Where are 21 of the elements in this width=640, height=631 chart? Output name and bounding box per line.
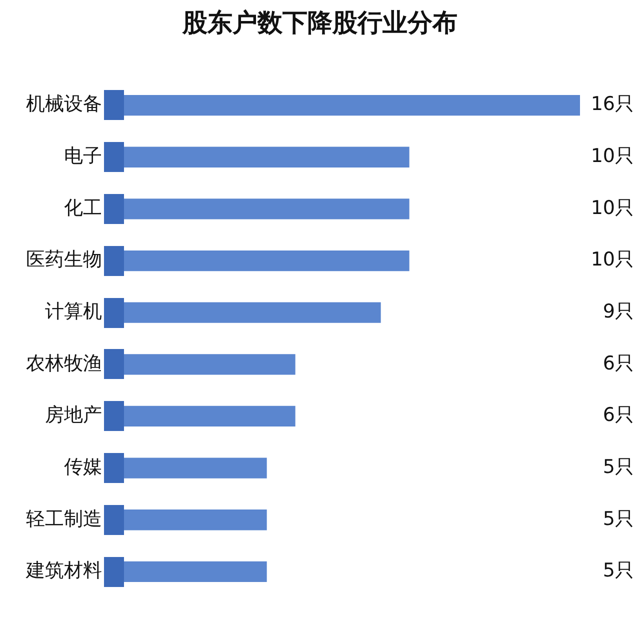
data-label: 9只	[602, 300, 634, 323]
y-tick-label: 房地产	[45, 404, 102, 426]
data-label: 10只	[590, 196, 634, 219]
chart-title: 股东户数下降股行业分布	[181, 7, 458, 39]
y-tick-label: 计算机	[45, 300, 102, 323]
y-tick-label: 医药生物	[26, 248, 102, 271]
data-label: 10只	[590, 248, 634, 271]
y-tick-label: 建筑材料	[25, 560, 102, 582]
y-tick-label: 农林牧渔	[26, 352, 102, 374]
y-tick-label: 轻工制造	[26, 508, 102, 530]
y-tick-label: 机械设备	[26, 93, 102, 116]
data-label: 5只	[602, 456, 634, 478]
data-label: 16只	[590, 93, 634, 116]
data-label: 10只	[590, 145, 634, 168]
y-tick-label: 传媒	[64, 456, 102, 478]
y-tick-label: 电子	[64, 145, 102, 168]
y-tick-label: 化工	[64, 196, 102, 219]
data-label: 5只	[602, 560, 634, 582]
data-label: 6只	[602, 352, 634, 374]
data-label: 5只	[602, 508, 634, 530]
data-label: 6只	[602, 404, 634, 426]
